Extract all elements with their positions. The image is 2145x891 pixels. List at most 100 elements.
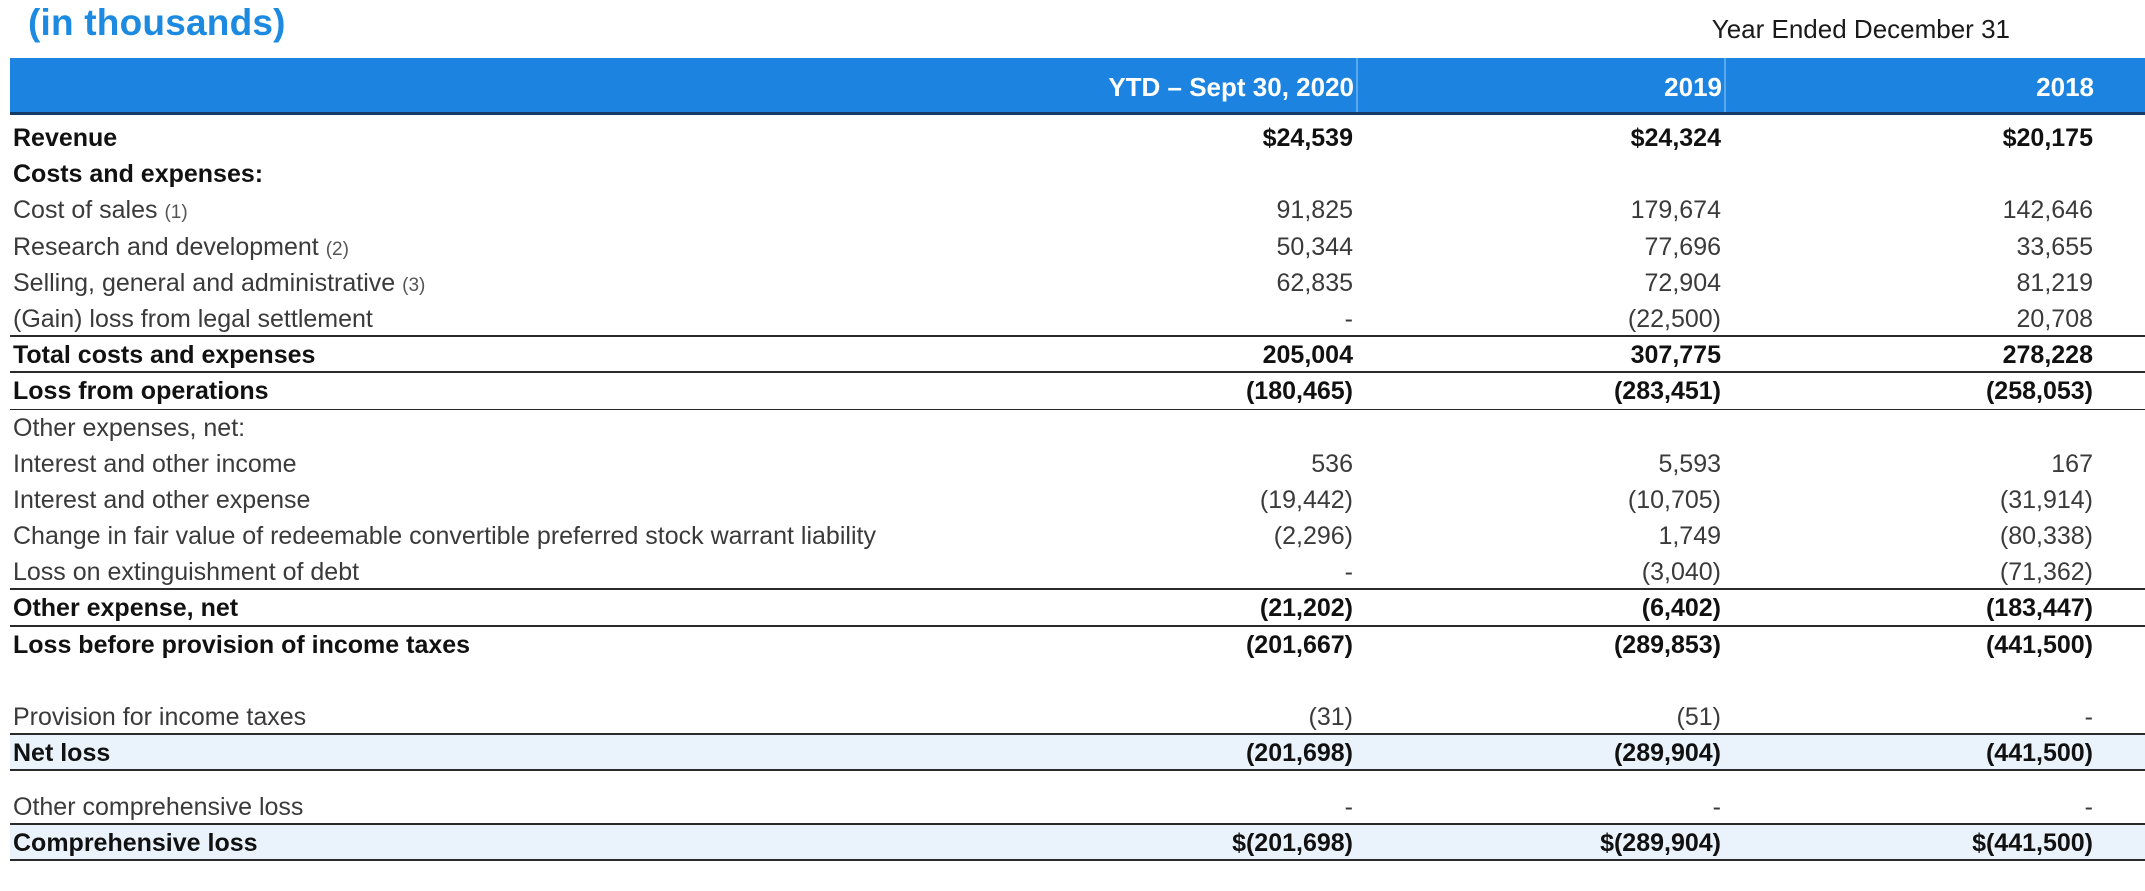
cell-2019: (6,402) (1641, 594, 1721, 623)
cell-ytd-2020: - (1344, 558, 1353, 587)
cell-2018: (183,447) (1985, 594, 2093, 623)
row-label: Comprehensive loss (13, 829, 258, 857)
income-statement-table: Revenue $24,539 $24,324 $20,175 Costs an… (10, 120, 2145, 862)
cell-ytd-2020: (21,202) (1259, 594, 1353, 623)
row-provision-income-taxes: Provision for income taxes (31) (51) - (10, 699, 2145, 735)
cell-2018: 167 (2051, 449, 2093, 478)
cell-2018: (441,500) (1985, 738, 2093, 767)
row-label: (Gain) loss from legal settlement (13, 304, 373, 333)
cell-2019: (22,500) (1627, 304, 1721, 333)
row-label: Cost of sales (1) (13, 196, 188, 225)
cell-2019: $24,324 (1630, 124, 1721, 152)
cell-2018: 81,219 (2016, 268, 2093, 297)
cell-2019: 1,749 (1658, 522, 1721, 551)
row-warrant-liability-change: Change in fair value of redeemable conve… (10, 518, 2145, 554)
row-other-expense-net: Other expense, net (21,202) (6,402) (183… (10, 590, 2145, 627)
row-other-expenses-heading: Other expenses, net: (10, 410, 2145, 446)
row-legal-settlement: (Gain) loss from legal settlement - (22,… (10, 301, 2145, 338)
row-label: Selling, general and administrative (3) (13, 268, 426, 297)
cell-2019: 5,593 (1658, 449, 1721, 478)
footnote-marker: (1) (164, 202, 188, 224)
cell-ytd-2020: (19,442) (1259, 485, 1353, 514)
cell-2018: (258,053) (1985, 377, 2093, 406)
cell-2018: 142,646 (2002, 196, 2093, 225)
cell-ytd-2020: $(201,698) (1232, 829, 1353, 857)
cell-2018: - (2084, 702, 2093, 731)
cell-2018: (31,914) (1999, 485, 2093, 514)
column-header-2019: 2019 (1664, 72, 1722, 102)
column-header-2018: 2018 (2036, 72, 2094, 102)
row-costs-and-expenses-heading: Costs and expenses: (10, 156, 2145, 192)
row-interest-other-expense: Interest and other expense (19,442) (10,… (10, 482, 2145, 518)
cell-2019: (10,705) (1627, 485, 1721, 514)
row-label: Research and development (2) (13, 232, 349, 261)
row-label: Loss from operations (13, 377, 269, 406)
cell-2019: - (1712, 793, 1721, 821)
cell-2019: (51) (1676, 702, 1721, 731)
cell-2018: 33,655 (2016, 232, 2093, 261)
cell-ytd-2020: - (1344, 793, 1353, 821)
cell-ytd-2020: 536 (1311, 449, 1353, 478)
row-other-comprehensive-loss: Other comprehensive loss - - - (10, 771, 2145, 825)
row-label: Total costs and expenses (13, 341, 316, 370)
row-label: Change in fair value of redeemable conve… (13, 522, 876, 551)
column-divider (1724, 58, 1726, 112)
cell-2019: (289,853) (1613, 630, 1721, 659)
row-cost-of-sales: Cost of sales (1) 91,825 179,674 142,646 (10, 192, 2145, 228)
cell-ytd-2020: (201,667) (1245, 630, 1353, 659)
cell-2018: - (2084, 793, 2093, 821)
row-label: Net loss (13, 738, 111, 767)
cell-ytd-2020: - (1344, 304, 1353, 333)
column-header-band: YTD – Sept 30, 2020 2019 2018 (10, 58, 2145, 115)
row-research-and-development: Research and development (2) 50,344 77,6… (10, 229, 2145, 265)
cell-2019: 179,674 (1630, 196, 1721, 225)
cell-ytd-2020: (201,698) (1245, 738, 1353, 767)
cell-2019: 72,904 (1644, 268, 1721, 297)
cell-2018: (441,500) (1985, 630, 2093, 659)
units-label: (in thousands) (28, 2, 286, 43)
row-label: Other expense, net (13, 594, 239, 623)
column-header-ytd-2020: YTD – Sept 30, 2020 (1108, 72, 1354, 102)
row-loss-before-taxes: Loss before provision of income taxes (2… (10, 627, 2145, 699)
row-label: Other comprehensive loss (13, 793, 304, 821)
column-divider (1356, 58, 1358, 112)
cell-2018: $(441,500) (1972, 829, 2093, 857)
row-label: Loss on extinguishment of debt (13, 558, 360, 587)
row-label: Loss before provision of income taxes (13, 630, 471, 659)
cell-2018: 20,708 (2016, 304, 2093, 333)
cell-2018: (80,338) (1999, 522, 2093, 551)
row-label: Interest and other expense (13, 485, 311, 514)
cell-2019: $(289,904) (1600, 829, 1721, 857)
cell-ytd-2020: 205,004 (1262, 341, 1353, 370)
cell-ytd-2020: 91,825 (1276, 196, 1353, 225)
row-revenue: Revenue $24,539 $24,324 $20,175 (10, 120, 2145, 156)
cell-ytd-2020: (2,296) (1273, 522, 1353, 551)
cell-2018: 278,228 (2002, 341, 2093, 370)
row-label: Provision for income taxes (13, 702, 307, 731)
row-interest-other-income: Interest and other income 536 5,593 167 (10, 446, 2145, 482)
cell-ytd-2020: $24,539 (1262, 124, 1353, 152)
cell-2018: $20,175 (2002, 124, 2093, 152)
row-sga: Selling, general and administrative (3) … (10, 265, 2145, 301)
cell-ytd-2020: 62,835 (1276, 268, 1353, 297)
row-net-loss: Net loss (201,698) (289,904) (441,500) (10, 734, 2145, 771)
row-label: Revenue (13, 124, 118, 152)
cell-2019: (283,451) (1613, 377, 1721, 406)
footnote-marker: (2) (325, 238, 349, 260)
row-comprehensive-loss: Comprehensive loss $(201,698) $(289,904)… (10, 825, 2145, 862)
row-label: Costs and expenses: (13, 160, 264, 189)
cell-2019: (289,904) (1613, 738, 1721, 767)
row-label: Other expenses, net: (13, 413, 246, 442)
cell-2019: (3,040) (1641, 558, 1721, 587)
footnote-marker: (3) (402, 274, 426, 296)
period-header: Year Ended December 31 (1711, 14, 2010, 44)
cell-ytd-2020: 50,344 (1276, 232, 1353, 261)
cell-2018: (71,362) (1999, 558, 2093, 587)
row-total-costs-and-expenses: Total costs and expenses 205,004 307,775… (10, 337, 2145, 374)
cell-2019: 307,775 (1630, 341, 1721, 370)
cell-ytd-2020: (180,465) (1245, 377, 1353, 406)
row-loss-on-debt-extinguishment: Loss on extinguishment of debt - (3,040)… (10, 554, 2145, 591)
row-loss-from-operations: Loss from operations (180,465) (283,451)… (10, 373, 2145, 410)
cell-2019: 77,696 (1644, 232, 1721, 261)
row-label: Interest and other income (13, 449, 297, 478)
